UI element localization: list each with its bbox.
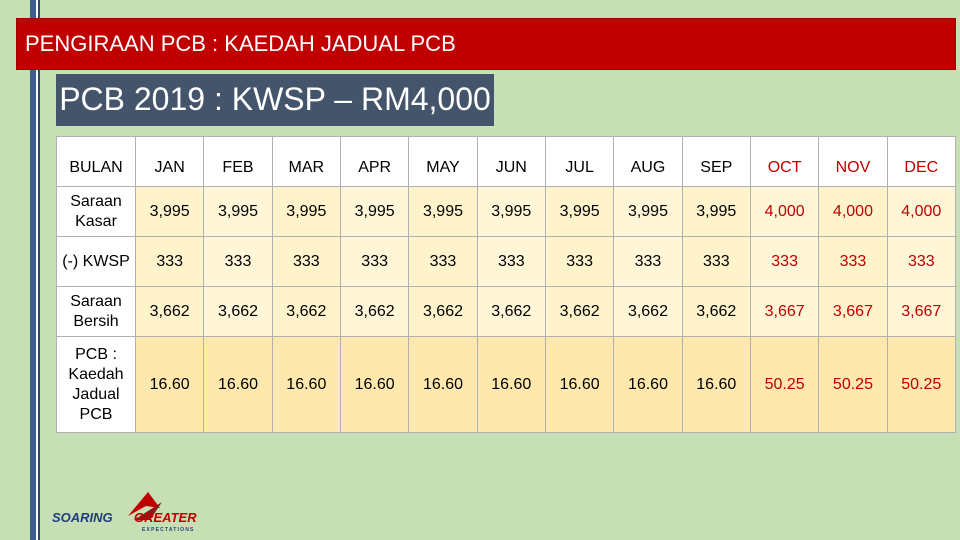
table-row: (-) KWSP 333 333 333 333 333 333 333 333… <box>56 236 957 287</box>
table-cell: 333 <box>681 236 751 287</box>
table-row: Saraan Kasar 3,995 3,995 3,995 3,995 3,9… <box>56 186 957 237</box>
column-header-month: OCT <box>749 136 820 187</box>
table-cell: 3,995 <box>544 186 615 237</box>
logo-swoosh-shadow <box>134 502 162 520</box>
table-cell: 50.25 <box>818 336 888 433</box>
soaring-greater-logo: SOARING GREATER EXPECTATIONS <box>52 492 197 533</box>
row-label-kwsp: (-) KWSP <box>56 236 136 287</box>
table-cell: 16.60 <box>681 336 751 433</box>
table-cell: 3,995 <box>408 186 478 237</box>
table-cell: 3,662 <box>476 286 546 337</box>
column-header-month: DEC <box>886 136 957 187</box>
table-cell: 333 <box>476 236 546 287</box>
table-cell: 3,995 <box>339 186 410 237</box>
table-cell: 333 <box>749 236 820 287</box>
column-header-month: JUL <box>544 136 615 187</box>
table-cell: 16.60 <box>134 336 205 433</box>
logo-word-expectations: EXPECTATIONS <box>142 527 195 533</box>
table-cell: 3,995 <box>271 186 341 237</box>
table-cell: 4,000 <box>749 186 820 237</box>
table-cell: 3,667 <box>886 286 957 337</box>
table-cell: 16.60 <box>544 336 615 433</box>
table-row: PCB : Kaedah Jadual PCB 16.60 16.60 16.6… <box>56 336 957 433</box>
logo-word-soaring: SOARING <box>52 510 113 525</box>
table-cell: 333 <box>271 236 341 287</box>
table-cell: 3,667 <box>818 286 888 337</box>
table-cell: 3,662 <box>271 286 341 337</box>
table-cell: 3,995 <box>681 186 751 237</box>
table-cell: 3,995 <box>476 186 546 237</box>
subtitle-box <box>56 74 494 126</box>
column-header-month: MAY <box>408 136 478 187</box>
table-cell: 333 <box>134 236 205 287</box>
table-cell: 3,662 <box>681 286 751 337</box>
row-label-saraan-kasar: Saraan Kasar <box>56 186 136 237</box>
table-header-row: BULAN JAN FEB MAR APR MAY JUN JUL AUG SE… <box>56 136 957 187</box>
column-header-month: MAR <box>271 136 341 187</box>
table-cell: 3,662 <box>134 286 205 337</box>
table-cell: 333 <box>339 236 410 287</box>
column-header-month: SEP <box>681 136 751 187</box>
table-cell: 50.25 <box>749 336 820 433</box>
table-cell: 3,995 <box>613 186 683 237</box>
table-cell: 16.60 <box>476 336 546 433</box>
table-cell: 3,662 <box>613 286 683 337</box>
table-cell: 3,662 <box>203 286 273 337</box>
table-cell: 333 <box>203 236 273 287</box>
table-row: Saraan Bersih 3,662 3,662 3,662 3,662 3,… <box>56 286 957 337</box>
table-cell: 3,995 <box>203 186 273 237</box>
table-cell: 333 <box>613 236 683 287</box>
table-cell: 3,662 <box>408 286 478 337</box>
table-cell: 16.60 <box>271 336 341 433</box>
column-header-month: JUN <box>476 136 546 187</box>
table-cell: 333 <box>544 236 615 287</box>
table-cell: 3,662 <box>339 286 410 337</box>
column-header-month: FEB <box>203 136 273 187</box>
logo-word-greater: GREATER <box>134 510 197 525</box>
logo-swoosh-shape <box>128 492 160 516</box>
column-header-bulan: BULAN <box>56 136 136 187</box>
table-cell: 3,995 <box>134 186 205 237</box>
table-cell: 333 <box>408 236 478 287</box>
column-header-month: NOV <box>818 136 888 187</box>
column-header-month: JAN <box>134 136 205 187</box>
table-cell: 16.60 <box>613 336 683 433</box>
page-title: PENGIRAAN PCB : KAEDAH JADUAL PCB <box>25 31 456 56</box>
table-cell: 4,000 <box>886 186 957 237</box>
table-cell: 333 <box>818 236 888 287</box>
table-cell: 16.60 <box>408 336 478 433</box>
table-cell: 50.25 <box>886 336 957 433</box>
row-label-pcb-kaedah-jadual: PCB : Kaedah Jadual PCB <box>56 336 136 433</box>
column-header-month: APR <box>339 136 410 187</box>
table-cell: 16.60 <box>339 336 410 433</box>
row-label-saraan-bersih: Saraan Bersih <box>56 286 136 337</box>
column-header-month: AUG <box>613 136 683 187</box>
title-banner: PENGIRAAN PCB : KAEDAH JADUAL PCB <box>16 18 956 70</box>
table-cell: 3,662 <box>544 286 615 337</box>
pcb-table: BULAN JAN FEB MAR APR MAY JUN JUL AUG SE… <box>56 136 957 433</box>
table-cell: 16.60 <box>203 336 273 433</box>
table-cell: 3,667 <box>749 286 820 337</box>
table-cell: 4,000 <box>818 186 888 237</box>
table-cell: 333 <box>886 236 957 287</box>
subtitle-text: PCB 2019 : KWSP – RM4,000 <box>59 81 491 117</box>
left-accent-bar <box>30 0 40 540</box>
